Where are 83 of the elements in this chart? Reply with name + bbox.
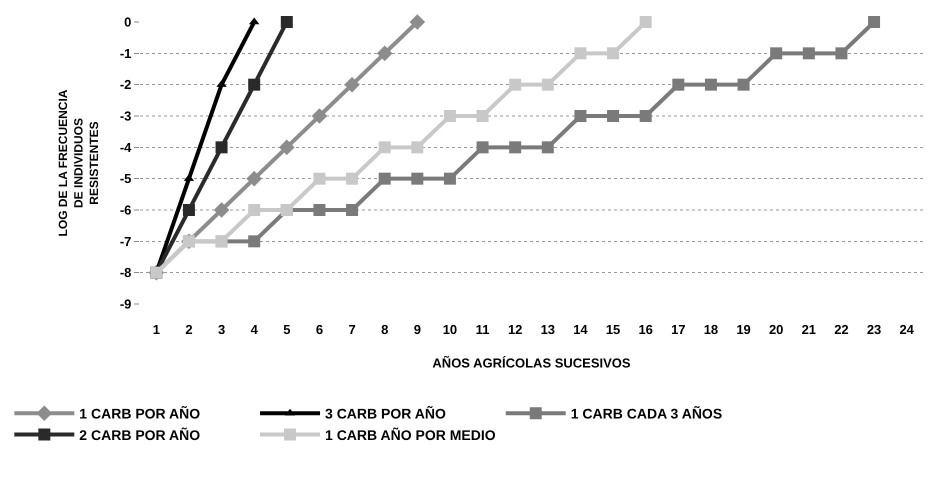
y-tick-label: -5 — [120, 171, 132, 186]
y-tick-label: -1 — [120, 46, 132, 61]
y-tick-label: -7 — [120, 234, 132, 249]
point — [376, 46, 392, 62]
y-tick-label: -3 — [120, 108, 132, 124]
point — [279, 140, 295, 156]
point — [246, 170, 262, 186]
point — [216, 141, 228, 154]
y-tick-label: -9 — [120, 296, 132, 312]
point — [704, 78, 717, 91]
point — [640, 16, 652, 28]
point — [411, 141, 424, 154]
point — [738, 78, 750, 91]
point — [476, 110, 489, 122]
legend-label: 3 CARB POR AÑO — [325, 406, 446, 422]
point — [542, 141, 554, 154]
point — [313, 172, 326, 185]
point — [607, 110, 620, 122]
y-tick-label: -6 — [120, 202, 132, 218]
x-tick-label: 11 — [476, 322, 490, 337]
legend-label: 1 CARB AÑO POR MEDIO — [325, 426, 496, 443]
point — [248, 204, 260, 216]
point — [574, 47, 586, 60]
point — [476, 141, 489, 154]
x-tick-label: 10 — [442, 322, 458, 337]
point — [835, 47, 848, 60]
point — [770, 47, 782, 60]
point — [182, 204, 195, 216]
x-tick-label: 22 — [834, 322, 849, 337]
x-tick-label: 6 — [316, 322, 324, 337]
x-tick-label: 23 — [866, 322, 882, 337]
legend-label: 1 CARB CADA 3 AÑOS — [570, 406, 722, 422]
point — [607, 47, 620, 60]
x-tick-label: 14 — [573, 322, 588, 337]
point — [248, 235, 260, 248]
point — [868, 16, 880, 28]
x-tick-label: 24 — [899, 322, 915, 337]
x-tick-label: 15 — [606, 322, 620, 337]
x-tick-label: 3 — [218, 322, 226, 337]
point — [214, 202, 230, 218]
legend-label: 1 CARB POR AÑO — [79, 406, 200, 422]
x-tick-label: 9 — [414, 322, 421, 337]
x-tick-label: 18 — [704, 322, 718, 337]
point — [444, 172, 456, 185]
point — [280, 16, 293, 28]
point — [346, 204, 358, 216]
x-tick-label: 8 — [381, 322, 388, 337]
point — [344, 76, 360, 92]
point — [672, 78, 684, 91]
y-tick-label: 0 — [124, 14, 132, 30]
point — [802, 47, 815, 60]
x-tick-label: 5 — [283, 322, 290, 337]
x-tick-label: 20 — [768, 322, 784, 337]
x-tick-label: 1 — [152, 322, 160, 337]
y-axis-title: LOG DE LA FRECUENCIA DE INDIVIDUOS RESISTENTES — [56, 89, 102, 236]
point — [346, 172, 358, 185]
point — [313, 204, 326, 216]
point — [542, 78, 554, 91]
x-tick-label: 2 — [185, 322, 193, 337]
x-tick-label: 17 — [671, 322, 686, 337]
x-tick-label: 7 — [348, 322, 356, 337]
point — [444, 110, 456, 122]
x-axis-title: AÑOS AGRÍCOLAS SUCESIVOS — [432, 356, 631, 371]
point — [378, 141, 391, 154]
point — [640, 110, 652, 122]
point — [411, 172, 424, 185]
x-tick-label: 13 — [540, 322, 556, 337]
y-tick-label: -2 — [120, 77, 132, 92]
legend-label: 2 CARB POR AÑO — [79, 426, 200, 443]
x-tick-label: 16 — [638, 322, 653, 337]
point — [574, 110, 586, 122]
x-tick-label: 19 — [736, 322, 751, 337]
y-tick-label: -8 — [120, 265, 132, 280]
x-tick-label: 21 — [802, 322, 816, 337]
x-tick-label: 4 — [250, 322, 259, 337]
point — [378, 172, 391, 185]
point — [509, 78, 522, 91]
point — [509, 141, 522, 154]
x-tick-label: 12 — [508, 322, 522, 337]
point — [312, 108, 328, 124]
point — [410, 14, 426, 30]
y-tick-label: -4 — [120, 140, 132, 155]
point — [248, 78, 260, 91]
